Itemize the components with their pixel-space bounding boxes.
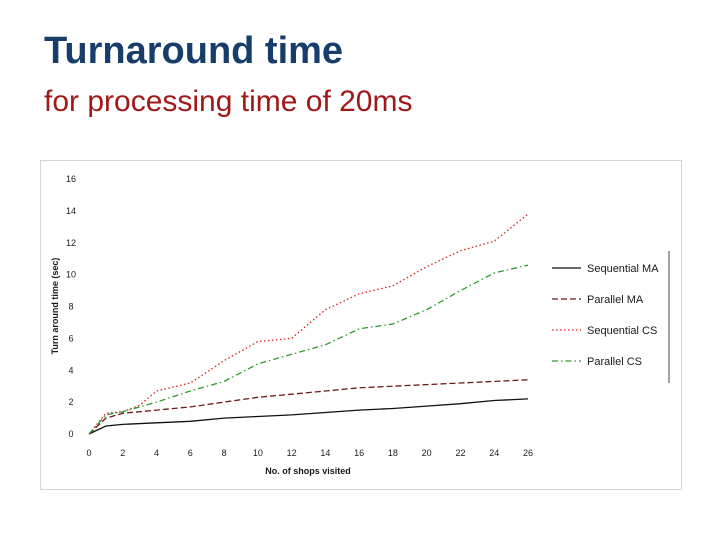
x-axis-title: No. of shops visited (265, 466, 351, 476)
y-tick-label: 10 (66, 270, 76, 280)
y-tick-label: 6 (68, 333, 73, 343)
x-tick-label: 12 (287, 448, 297, 458)
x-tick-label: 4 (154, 448, 159, 458)
x-tick-label: 14 (320, 448, 330, 458)
x-tick-label: 2 (120, 448, 125, 458)
slide-subtitle: for processing time of 20ms (44, 85, 413, 118)
x-tick-label: 16 (354, 448, 364, 458)
y-tick-label: 14 (66, 206, 76, 216)
x-tick-label: 26 (523, 448, 533, 458)
series-line-parallel-cs (88, 264, 529, 435)
y-tick-labels: 0 2 4 6 8 10 12 14 16 (66, 174, 76, 439)
x-tick-label: 20 (422, 448, 432, 458)
series-line-parallel-ma (88, 379, 529, 435)
y-tick-label: 0 (68, 429, 73, 439)
y-tick-label: 16 (66, 174, 76, 184)
y-tick-label: 8 (68, 302, 73, 312)
legend-label: Sequential MA (587, 263, 659, 275)
x-tick-label: 10 (253, 448, 263, 458)
x-tick-label: 24 (489, 448, 499, 458)
x-tick-label: 8 (222, 448, 227, 458)
series-line-sequential-ma (88, 398, 529, 435)
y-tick-label: 12 (66, 238, 76, 248)
y-axis-title: Turn around time (sec) (50, 258, 60, 355)
chart-panel: 0 2 4 6 8 10 12 14 16 0 2 4 6 8 10 12 14 16 18 20 22 24 26 No… (40, 160, 682, 490)
series-lines (88, 213, 529, 435)
x-tick-label: 6 (188, 448, 193, 458)
y-tick-label: 4 (68, 365, 73, 375)
y-tick-label: 2 (68, 397, 73, 407)
legend-label: Sequential CS (587, 325, 657, 337)
series-line-sequential-cs (88, 213, 529, 435)
slide-title: Turnaround time (44, 30, 344, 72)
x-tick-label: 0 (86, 448, 91, 458)
legend: Sequential MA Parallel MA Sequential CS Par… (552, 251, 670, 383)
legend-label: Parallel MA (587, 294, 644, 306)
x-tick-label: 18 (388, 448, 398, 458)
x-tick-labels: 0 2 4 6 8 10 12 14 16 18 20 22 24 26 (86, 448, 533, 458)
legend-label: Parallel CS (587, 356, 642, 368)
x-tick-label: 22 (455, 448, 465, 458)
